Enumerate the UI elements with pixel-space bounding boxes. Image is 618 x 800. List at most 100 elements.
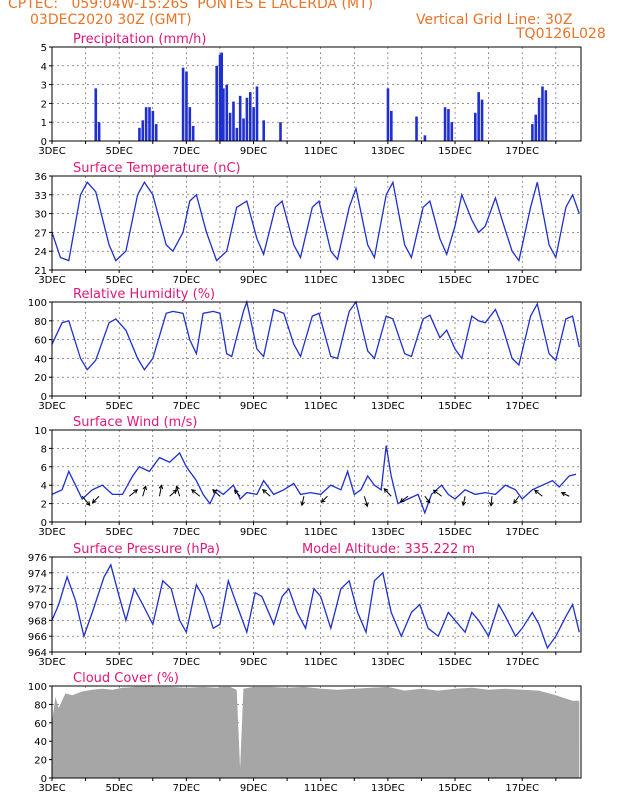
y-tick-label: 4	[41, 62, 47, 73]
series-line	[51, 563, 580, 650]
series-line	[51, 445, 577, 515]
panel-title: Surface Pressure (hPa)	[73, 542, 220, 557]
panel-title: Precipitation (mm/h)	[73, 32, 206, 47]
wind-arrow-shaft	[169, 489, 177, 497]
x-tick-label: 17DEC	[505, 401, 539, 412]
x-tick-label: 3DEC	[38, 783, 65, 794]
x-tick-label: 17DEC	[505, 275, 539, 286]
y-tick-label: 80	[34, 700, 47, 711]
x-tick-label: 9DEC	[240, 657, 267, 668]
panel-title: Relative Humidity (%)	[73, 287, 215, 302]
header-model-code: TQ0126L028	[516, 26, 606, 42]
y-tick-label: 2	[41, 99, 47, 110]
x-tick-label: 15DEC	[438, 657, 472, 668]
y-tick-label: 970	[28, 601, 47, 612]
series-line	[51, 299, 580, 371]
wind-arrow-shaft	[321, 495, 328, 503]
x-tick-label: 9DEC	[240, 275, 267, 286]
precip-bar	[220, 52, 224, 141]
y-tick-label: 4	[41, 481, 47, 492]
wind-arrow-shaft	[191, 489, 201, 497]
x-tick-label: 7DEC	[173, 657, 200, 668]
wind-arrow-shaft	[128, 489, 138, 497]
x-tick-label: 5DEC	[105, 527, 132, 538]
panel-3: 0 20 40 60 80 100 3DEC 5DEC 7DEC 9DEC 11DEC 13DEC 15…	[28, 287, 582, 412]
precip-bar	[141, 120, 145, 141]
precip-bar	[480, 99, 484, 141]
precip-bar	[222, 88, 225, 141]
wind-arrow-shaft	[561, 492, 570, 497]
precip-bar	[450, 122, 454, 141]
wind-arrow-head	[560, 491, 566, 497]
panel-frame	[51, 685, 582, 779]
panel-annotation: Model Altitude: 335.222 m	[302, 542, 475, 557]
x-tick-label: 15DEC	[438, 146, 472, 157]
y-tick-label: 1	[41, 118, 47, 129]
wind-arrow-head	[172, 489, 178, 495]
wind-arrow-head	[425, 498, 431, 504]
x-tick-label: 7DEC	[173, 527, 200, 538]
x-tick-label: 13DEC	[371, 146, 405, 157]
precip-bar	[423, 135, 427, 141]
precip-bar	[279, 122, 282, 141]
precip-bar	[232, 101, 235, 141]
header-date: 03DEC2020 30Z (GMT)	[30, 12, 192, 28]
y-tick-label: 20	[34, 373, 47, 384]
panel-1: 0 1 2 3 4 5 3DEC 5DEC 7DEC 9DEC 11DEC 13DEC 15DEC 17D…	[38, 32, 582, 157]
wind-arrow-shaft	[92, 495, 100, 504]
precip-bar	[185, 71, 188, 141]
wind-arrow-head	[91, 498, 97, 504]
precip-bar	[415, 116, 418, 141]
precip-bar	[252, 107, 255, 141]
y-tick-label: 20	[34, 756, 47, 767]
wind-arrow-head	[212, 489, 217, 494]
wind-arrow-head	[158, 484, 164, 490]
precip-bar	[228, 112, 232, 141]
x-tick-label: 9DEC	[240, 401, 267, 412]
x-tick-label: 5DEC	[105, 657, 132, 668]
panel-title: Surface Wind (m/s)	[73, 415, 197, 430]
y-tick-label: 80	[34, 317, 47, 328]
wind-arrow-head	[432, 489, 438, 495]
header-location: PONTES E LACERDA (MT)	[197, 0, 374, 12]
y-tick-label: 968	[28, 616, 47, 627]
wind-arrow-head	[233, 489, 239, 495]
x-tick-label: 3DEC	[38, 527, 65, 538]
wind-arrow-shaft	[400, 495, 409, 503]
wind-arrow-shaft	[81, 495, 91, 506]
wind-arrow-head	[513, 499, 518, 505]
wind-arrow-shaft	[424, 495, 431, 504]
precip-bar	[255, 86, 259, 141]
precip-bar	[188, 107, 192, 141]
panel-title: Surface Temperature (nC)	[73, 161, 241, 176]
x-tick-label: 7DEC	[173, 783, 200, 794]
x-tick-label: 17DEC	[505, 527, 539, 538]
x-tick-label: 9DEC	[240, 527, 267, 538]
wind-arrow-head	[399, 497, 405, 503]
precip-bar	[390, 110, 393, 141]
precip-bar	[225, 84, 229, 141]
y-tick-label: 3	[41, 81, 47, 92]
wind-arrow-shaft	[490, 496, 493, 506]
wind-arrow-shaft	[212, 489, 221, 497]
y-tick-label: 100	[28, 682, 47, 693]
precip-bar	[534, 114, 538, 141]
header-grid-line: Vertical Grid Line: 30Z	[416, 12, 573, 28]
cloud-cover-area	[52, 686, 580, 778]
precip-bar	[477, 92, 480, 141]
y-tick-label: 60	[34, 719, 47, 730]
x-tick-label: 11DEC	[304, 146, 338, 157]
wind-arrow-shaft	[363, 496, 368, 507]
precip-bar	[138, 127, 141, 141]
wind-arrow-shaft	[142, 486, 147, 497]
panel-frame	[51, 46, 582, 142]
precip-bar	[544, 90, 548, 141]
wind-arrow-head	[142, 485, 148, 491]
y-tick-label: 966	[28, 632, 47, 643]
wind-arrow-head	[320, 498, 326, 503]
precip-bar	[151, 110, 155, 141]
precip-bar	[541, 86, 544, 141]
panel-6: 0 20 40 60 80 100 3DEC 5DEC 7DEC 9DEC 11DEC 13DEC 15…	[28, 671, 582, 794]
wind-arrow-head	[534, 489, 539, 495]
panel-frame	[51, 175, 582, 271]
